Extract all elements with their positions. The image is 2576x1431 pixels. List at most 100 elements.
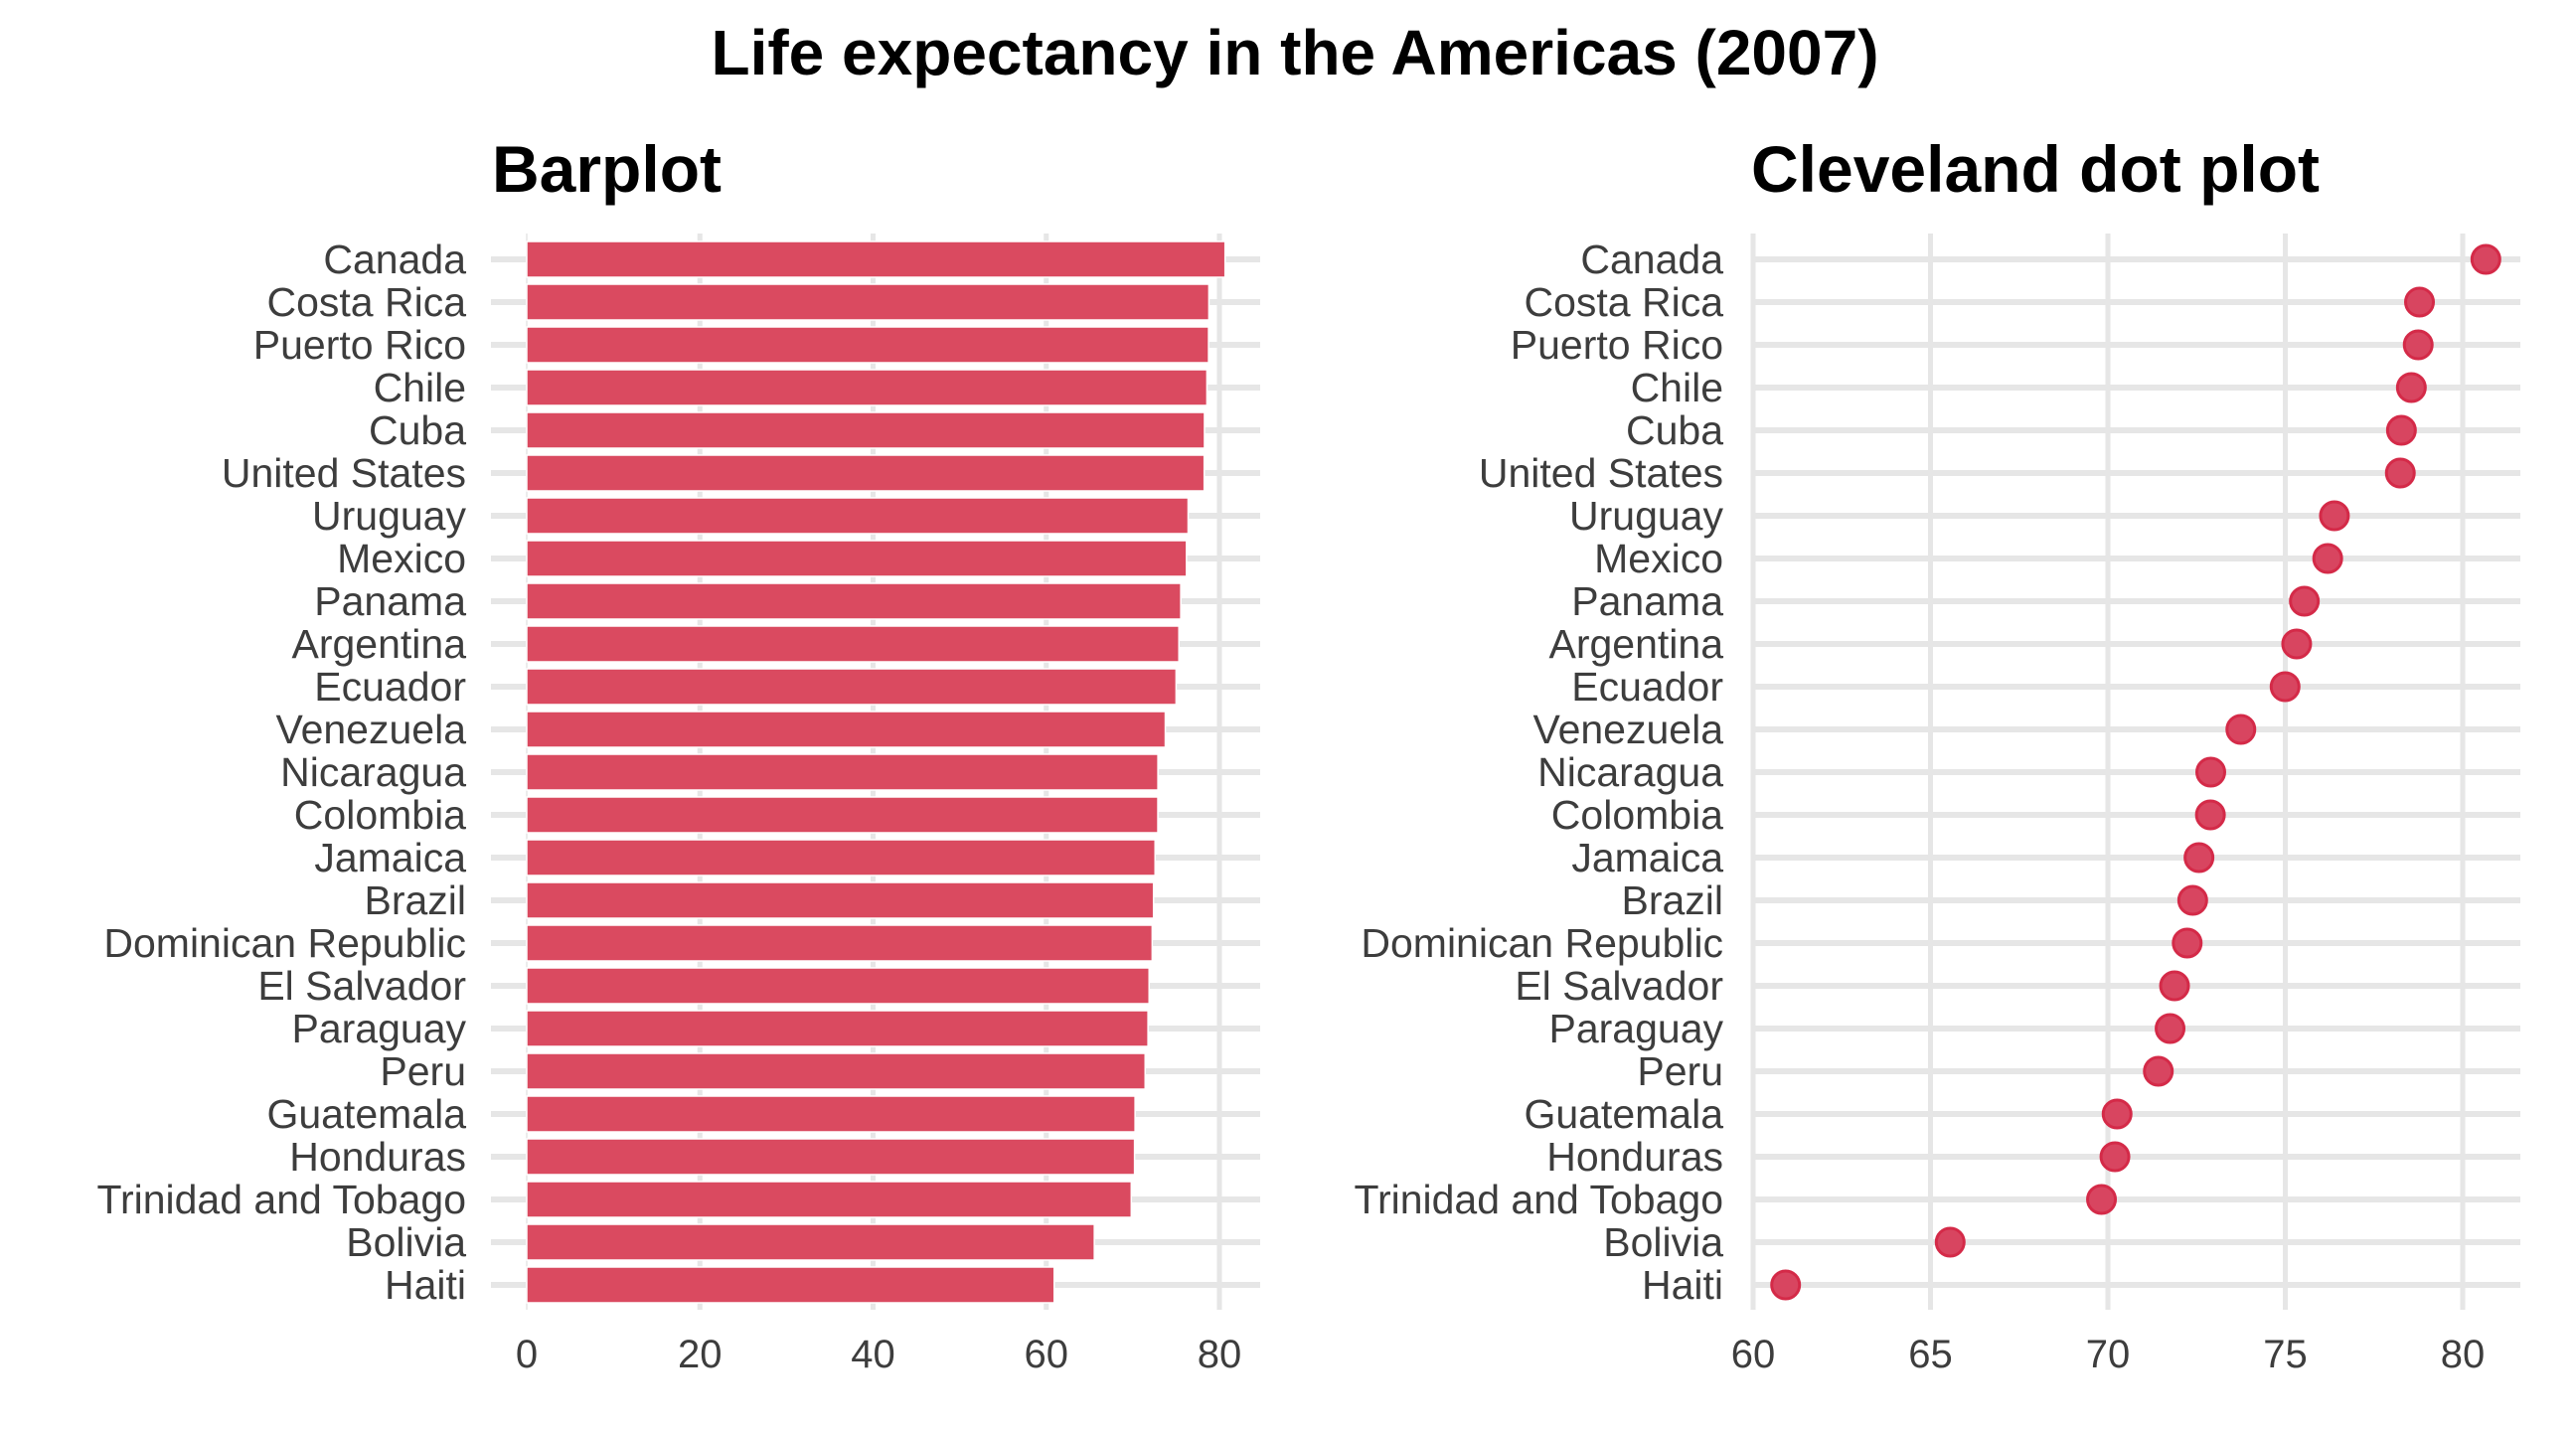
dot-point[interactable]: Uruguay: 76.384 (2319, 500, 2350, 532)
barplot-y-tick-label: Bolivia (346, 1219, 466, 1265)
bar[interactable]: Bolivia: 65.554 (526, 1223, 1095, 1261)
bar[interactable]: Cuba: 78.273 (526, 411, 1206, 449)
barplot-y-tick-label: Haiti (385, 1262, 466, 1308)
dotplot-y-tick-label: Honduras (1546, 1134, 1723, 1180)
bar[interactable]: Venezuela: 73.747 (526, 711, 1167, 748)
bar[interactable]: Puerto Rico: 78.746 (526, 326, 1209, 364)
dotplot-y-tick-label: Puerto Rico (1511, 322, 1723, 368)
dot-point[interactable]: Costa Rica: 78.782 (2404, 286, 2436, 318)
bar[interactable]: Trinidad and Tobago: 69.819 (526, 1181, 1133, 1218)
bar[interactable]: Jamaica: 72.567 (526, 839, 1156, 876)
bar[interactable]: United States: 78.242 (526, 454, 1206, 492)
dot-point[interactable]: United States: 78.242 (2384, 457, 2416, 489)
barplot-y-tick-label: Venezuela (275, 707, 466, 752)
dot-point[interactable]: Mexico: 76.195 (2312, 543, 2343, 574)
bar[interactable]: Paraguay: 71.752 (526, 1010, 1149, 1047)
dot-point[interactable]: Puerto Rico: 78.746 (2402, 329, 2434, 361)
bar[interactable]: Ecuador: 74.994 (526, 668, 1178, 706)
dotplot-panel: Cleveland dot plot Canada: 80.653 Costa R… (1354, 132, 2520, 1376)
barplot-y-tick-label: Colombia (294, 792, 466, 838)
barplot-y-tick-label: Ecuador (314, 664, 466, 710)
bar[interactable]: El Salvador: 71.878 (526, 967, 1150, 1005)
bar[interactable]: Mexico: 76.195 (526, 540, 1188, 577)
dotplot-x-tick-label: 70 (2086, 1333, 2131, 1376)
dotplot-y-tick-label: Chile (1631, 365, 1723, 410)
bar[interactable]: Haiti: 60.916 (526, 1266, 1055, 1304)
bar[interactable]: Honduras: 70.198 (526, 1138, 1136, 1176)
dotplot-y-tick-label: Nicaragua (1537, 749, 1723, 795)
barplot-y-tick-label: Brazil (364, 877, 466, 923)
bar[interactable]: Panama: 75.537 (526, 582, 1182, 620)
dot-point[interactable]: Panama: 75.537 (2289, 585, 2321, 617)
dot-point[interactable]: Bolivia: 65.554 (1934, 1226, 1966, 1258)
dot-point[interactable]: Paraguay: 71.752 (2155, 1013, 2186, 1044)
barplot-y-tick-label: Costa Rica (266, 279, 466, 325)
barplot-x-tick-label: 60 (1025, 1333, 1069, 1376)
bar[interactable]: Guatemala: 70.259 (526, 1095, 1136, 1133)
barplot-y-tick-label: Argentina (291, 621, 466, 667)
dotplot-y-tick-label: Mexico (1594, 536, 1723, 581)
dot-point[interactable]: Trinidad and Tobago: 69.819 (2086, 1184, 2118, 1215)
barplot-y-tick-label: Canada (323, 237, 466, 282)
dotplot-y-tick-label: El Salvador (1515, 963, 1723, 1009)
dot-point[interactable]: Peru: 71.421 (2143, 1055, 2174, 1087)
dot-point[interactable]: Ecuador: 74.994 (2269, 671, 2301, 703)
dot-point[interactable]: Guatemala: 70.259 (2101, 1098, 2133, 1130)
dotplot-y-tick-label: Dominican Republic (1361, 920, 1723, 966)
bar[interactable]: Dominican Republic: 72.235 (526, 924, 1154, 962)
barplot-title: Barplot (492, 132, 722, 206)
dot-point[interactable]: Honduras: 70.198 (2099, 1141, 2131, 1173)
barplot-panel: Barplot Canada: 80.653 Costa Rica: 78.782… (96, 132, 1260, 1376)
barplot-y-tick-label: Puerto Rico (253, 322, 466, 368)
dotplot-y-tick-label: Canada (1580, 237, 1723, 282)
dot-point[interactable]: Chile: 78.553 (2395, 372, 2427, 403)
dot-point[interactable]: Haiti: 60.916 (1770, 1269, 1802, 1301)
dot-point[interactable]: Venezuela: 73.747 (2225, 714, 2257, 745)
dotplot-y-tick-label: Venezuela (1532, 707, 1723, 752)
dotplot-y-tick-label: Colombia (1551, 792, 1723, 838)
dotplot-y-tick-label: Trinidad and Tobago (1354, 1177, 1723, 1222)
bar[interactable]: Argentina: 75.32 (526, 625, 1180, 663)
bar[interactable]: Colombia: 72.889 (526, 796, 1159, 834)
dotplot-y-tick-label: Jamaica (1571, 835, 1723, 880)
dot-point[interactable]: Cuba: 78.273 (2385, 414, 2417, 446)
dotplot-x-tick-label: 60 (1731, 1333, 1776, 1376)
dot-point[interactable]: Brazil: 72.39 (2176, 884, 2208, 916)
bar[interactable]: Costa Rica: 78.782 (526, 283, 1210, 321)
dot-point[interactable]: Jamaica: 72.567 (2183, 842, 2215, 874)
barplot-y-tick-label: Chile (374, 365, 466, 410)
dotplot-y-tick-label: United States (1479, 450, 1723, 496)
dotplot-title: Cleveland dot plot (1751, 132, 2320, 206)
dot-point[interactable]: Nicaragua: 72.899 (2194, 756, 2226, 788)
dot-point[interactable]: Argentina: 75.32 (2281, 628, 2313, 660)
dotplot-y-tick-label: Ecuador (1571, 664, 1723, 710)
dotplot-x-tick-label: 75 (2263, 1333, 2308, 1376)
bar[interactable]: Chile: 78.553 (526, 369, 1208, 406)
dot-point[interactable]: El Salvador: 71.878 (2159, 970, 2190, 1002)
dotplot-y-tick-label: Costa Rica (1524, 279, 1723, 325)
barplot-x-tick-label: 80 (1198, 1333, 1242, 1376)
barplot-y-tick-label: Peru (380, 1048, 466, 1094)
barplot-y-tick-label: Guatemala (266, 1091, 466, 1137)
dot-point[interactable]: Dominican Republic: 72.235 (2172, 927, 2203, 959)
bar[interactable]: Canada: 80.653 (526, 240, 1226, 278)
barplot-y-tick-label: Trinidad and Tobago (96, 1177, 466, 1222)
bar[interactable]: Peru: 71.421 (526, 1052, 1147, 1090)
dot-point[interactable]: Canada: 80.653 (2470, 243, 2501, 275)
dotplot-x-axis: 60 65 70 75 80 (1731, 1333, 2486, 1376)
bar[interactable]: Brazil: 72.39 (526, 881, 1155, 919)
bar[interactable]: Nicaragua: 72.899 (526, 753, 1159, 791)
bar[interactable]: Uruguay: 76.384 (526, 497, 1190, 535)
barplot-y-tick-label: Honduras (289, 1134, 466, 1180)
barplot-x-tick-label: 40 (851, 1333, 895, 1376)
dot-point[interactable]: Colombia: 72.889 (2194, 799, 2226, 831)
barplot-x-axis: 0 20 40 60 80 (516, 1333, 1241, 1376)
barplot-x-tick-label: 0 (516, 1333, 538, 1376)
dotplot-y-tick-label: Bolivia (1603, 1219, 1723, 1265)
barplot-y-tick-label: United States (222, 450, 466, 496)
figure-title: Life expectancy in the Americas (2007) (711, 17, 1878, 88)
dotplot-y-tick-label: Guatemala (1524, 1091, 1723, 1137)
